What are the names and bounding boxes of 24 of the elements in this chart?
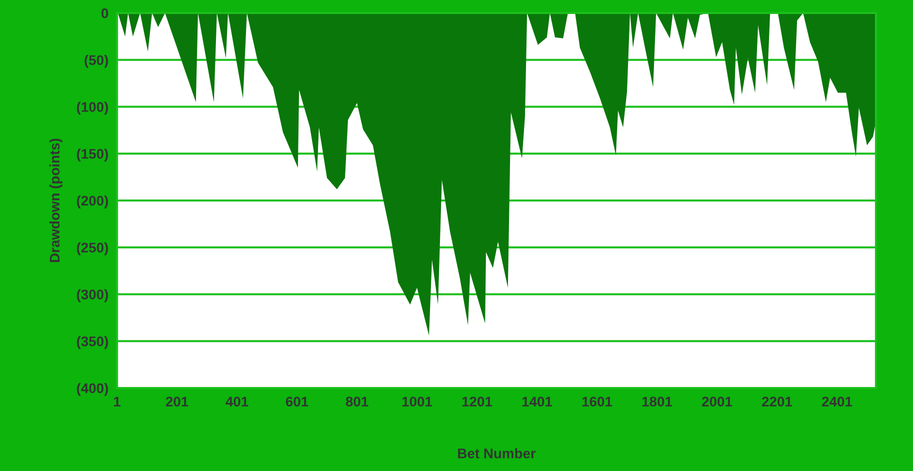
x-axis-title: Bet Number	[458, 448, 536, 458]
x-tick-label: 1601	[582, 396, 612, 407]
x-tick-label: 201	[166, 396, 188, 407]
x-tick-label: 401	[226, 396, 248, 407]
x-tick-label: 2001	[702, 396, 732, 407]
y-tick-label: 0	[101, 8, 108, 18]
x-tick-label: 2201	[762, 396, 792, 407]
y-tick-label: (350)	[76, 336, 108, 350]
y-tick-label: (250)	[76, 242, 108, 256]
y-tick-label: (100)	[76, 102, 108, 115]
y-tick-label: (200)	[76, 195, 108, 208]
x-tick-label: 1401	[522, 396, 552, 407]
y-tick-label: (300)	[76, 289, 108, 302]
y-tick-label: (150)	[76, 148, 108, 162]
x-tick-label: 1	[114, 396, 120, 406]
x-tick-label: 1201	[462, 396, 492, 407]
x-tick-label: 801	[346, 396, 368, 407]
x-tick-label: 601	[286, 396, 308, 407]
x-tick-label: 2401	[822, 396, 852, 407]
x-tick-label: 1001	[402, 396, 432, 407]
y-tick-label: (50)	[84, 54, 108, 68]
y-tick-label: (400)	[76, 382, 108, 396]
x-tick-label: 1801	[642, 396, 672, 407]
y-axis-title: Drawdown (points)	[49, 138, 62, 262]
